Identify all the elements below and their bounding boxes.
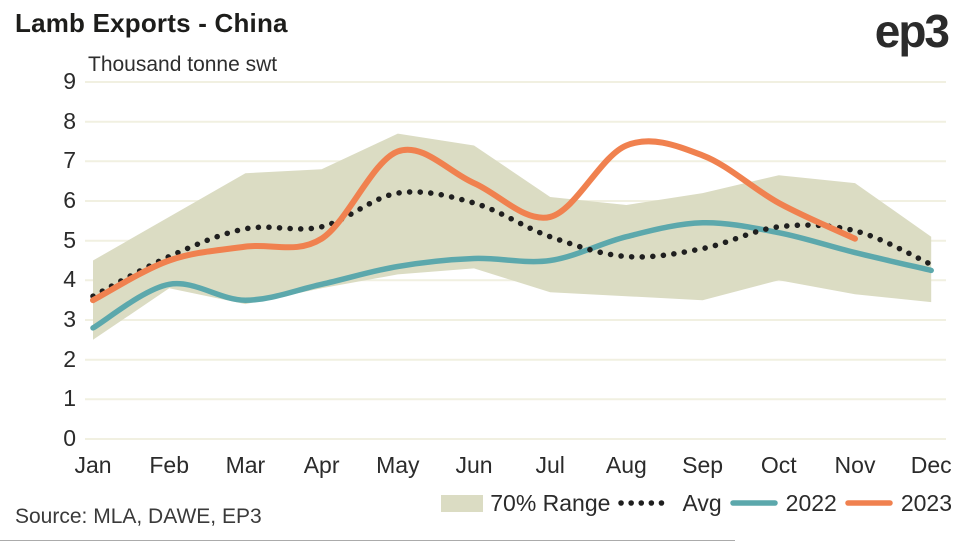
legend-label: 2023 bbox=[900, 489, 952, 516]
y-axis-tick-label-1: 1 bbox=[63, 385, 76, 412]
legend-item-2022: 2022 bbox=[729, 490, 837, 517]
source-note: Source: MLA, DAWE, EP3 bbox=[15, 505, 262, 528]
x-axis-tick-label-apr: Apr bbox=[303, 452, 340, 478]
x-axis-tick-label-aug: Aug bbox=[605, 452, 647, 478]
legend-label: 2022 bbox=[785, 489, 837, 516]
legend-item-70-range: 70% Range bbox=[441, 490, 610, 517]
legend-item-avg: Avg bbox=[617, 489, 722, 517]
x-axis-tick-label-jan: Jan bbox=[74, 452, 112, 478]
y-axis-tick-label-5: 5 bbox=[63, 226, 76, 253]
x-axis-tick-label-oct: Oct bbox=[760, 452, 797, 478]
x-axis-tick-label-nov: Nov bbox=[834, 452, 876, 478]
legend-label: 70% Range bbox=[490, 489, 611, 516]
ep3-logo: ep3 bbox=[874, 5, 950, 57]
y-axis-unit-label: Thousand tonne swt bbox=[88, 53, 278, 76]
range-band-swatch-icon bbox=[441, 494, 484, 512]
y-axis-tick-label-8: 8 bbox=[63, 107, 76, 134]
x-axis-tick-label-sep: Sep bbox=[682, 452, 724, 478]
legend-item-2023: 2023 bbox=[844, 490, 952, 517]
chart-legend: 70% Range Avg 2022 2023 bbox=[441, 488, 952, 518]
y-axis-tick-label-0: 0 bbox=[63, 425, 76, 451]
x-axis-tick-label-mar: Mar bbox=[225, 452, 266, 478]
x-axis-tick-label-may: May bbox=[376, 452, 420, 478]
x-axis-tick-label-jun: Jun bbox=[455, 452, 493, 478]
series-avg-dotted-line bbox=[90, 189, 934, 299]
y-axis-tick-label-6: 6 bbox=[63, 187, 76, 213]
series-2022-line bbox=[90, 220, 934, 331]
chart-svg bbox=[85, 81, 946, 440]
avg-dotted-swatch-icon bbox=[618, 500, 675, 506]
x-axis-tick-label-feb: Feb bbox=[149, 452, 189, 478]
x-axis-tick-label-dec: Dec bbox=[910, 452, 952, 478]
y-axis-tick-label-4: 4 bbox=[63, 266, 76, 293]
y-axis-tick-label-9: 9 bbox=[63, 68, 76, 94]
line-swatch-icon bbox=[845, 500, 893, 506]
y-axis-tick-label-3: 3 bbox=[63, 306, 76, 332]
line-swatch-icon bbox=[729, 500, 778, 506]
y-axis-tick-label-2: 2 bbox=[63, 345, 76, 372]
x-axis-tick-label-jul: Jul bbox=[535, 452, 565, 478]
legend-label: Avg bbox=[682, 489, 722, 516]
series-2023-line bbox=[90, 138, 858, 304]
y-axis-tick-label-7: 7 bbox=[63, 147, 76, 174]
page-title: Lamb Exports - China bbox=[15, 8, 288, 38]
